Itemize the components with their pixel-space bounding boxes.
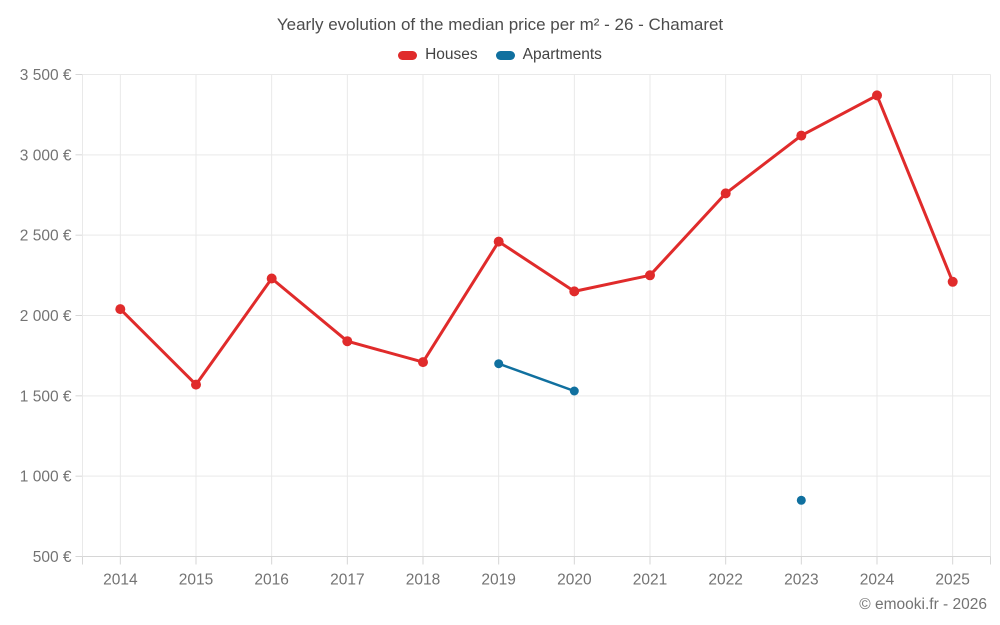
x-axis-label: 2021 <box>633 572 667 589</box>
data-point-houses-2016[interactable] <box>266 273 277 284</box>
data-point-houses-2014[interactable] <box>115 304 126 315</box>
x-axis-label: 2016 <box>254 572 288 589</box>
x-axis-label: 2019 <box>481 572 515 589</box>
data-point-apartments-2023[interactable] <box>796 495 806 505</box>
data-point-apartments-2020[interactable] <box>569 386 579 396</box>
data-point-houses-2023[interactable] <box>796 130 807 141</box>
data-point-houses-2022[interactable] <box>720 188 731 199</box>
y-axis-label: 3 000 € <box>20 147 72 164</box>
data-point-houses-2015[interactable] <box>191 379 201 390</box>
y-axis-label: 2 000 € <box>20 308 72 325</box>
y-axis-label: 3 500 € <box>20 67 72 84</box>
y-axis-label: 1 000 € <box>20 469 72 486</box>
x-axis-label: 2018 <box>406 572 440 589</box>
data-point-houses-2017[interactable] <box>342 336 353 347</box>
y-axis-label: 1 500 € <box>20 388 72 405</box>
data-point-houses-2019[interactable] <box>493 236 504 247</box>
y-axis-label: 500 € <box>33 549 72 566</box>
legend-item-houses[interactable]: Houses <box>398 46 478 64</box>
data-point-houses-2025[interactable] <box>947 276 958 287</box>
x-axis-label: 2025 <box>935 572 969 589</box>
data-point-houses-2020[interactable] <box>569 286 580 297</box>
data-point-houses-2024[interactable] <box>872 90 882 101</box>
y-axis-label: 2 500 € <box>20 228 72 245</box>
x-axis-label: 2017 <box>330 572 364 589</box>
x-axis-label: 2024 <box>860 572 895 589</box>
apartments-legend-label: Apartments <box>522 46 602 63</box>
data-point-houses-2018[interactable] <box>418 357 428 368</box>
x-axis-label: 2022 <box>708 572 742 589</box>
legend-item-apartments[interactable]: Apartments <box>495 46 602 64</box>
chart-legend: Houses Apartments <box>0 46 1000 64</box>
data-point-houses-2021[interactable] <box>645 270 655 281</box>
houses-legend-swatch <box>398 50 418 60</box>
x-axis-label: 2014 <box>103 572 138 589</box>
data-point-apartments-2019[interactable] <box>494 359 504 369</box>
x-axis-label: 2015 <box>179 572 213 589</box>
copyright-label: © emooki.fr - 2026 <box>859 596 987 613</box>
x-axis-label: 2020 <box>557 572 592 589</box>
houses-legend-label: Houses <box>425 46 478 63</box>
series-line-houses <box>118 93 955 387</box>
chart-title: Yearly evolution of the median price per… <box>276 15 724 34</box>
apartments-legend-swatch <box>495 50 515 60</box>
x-axis-label: 2023 <box>784 572 818 589</box>
